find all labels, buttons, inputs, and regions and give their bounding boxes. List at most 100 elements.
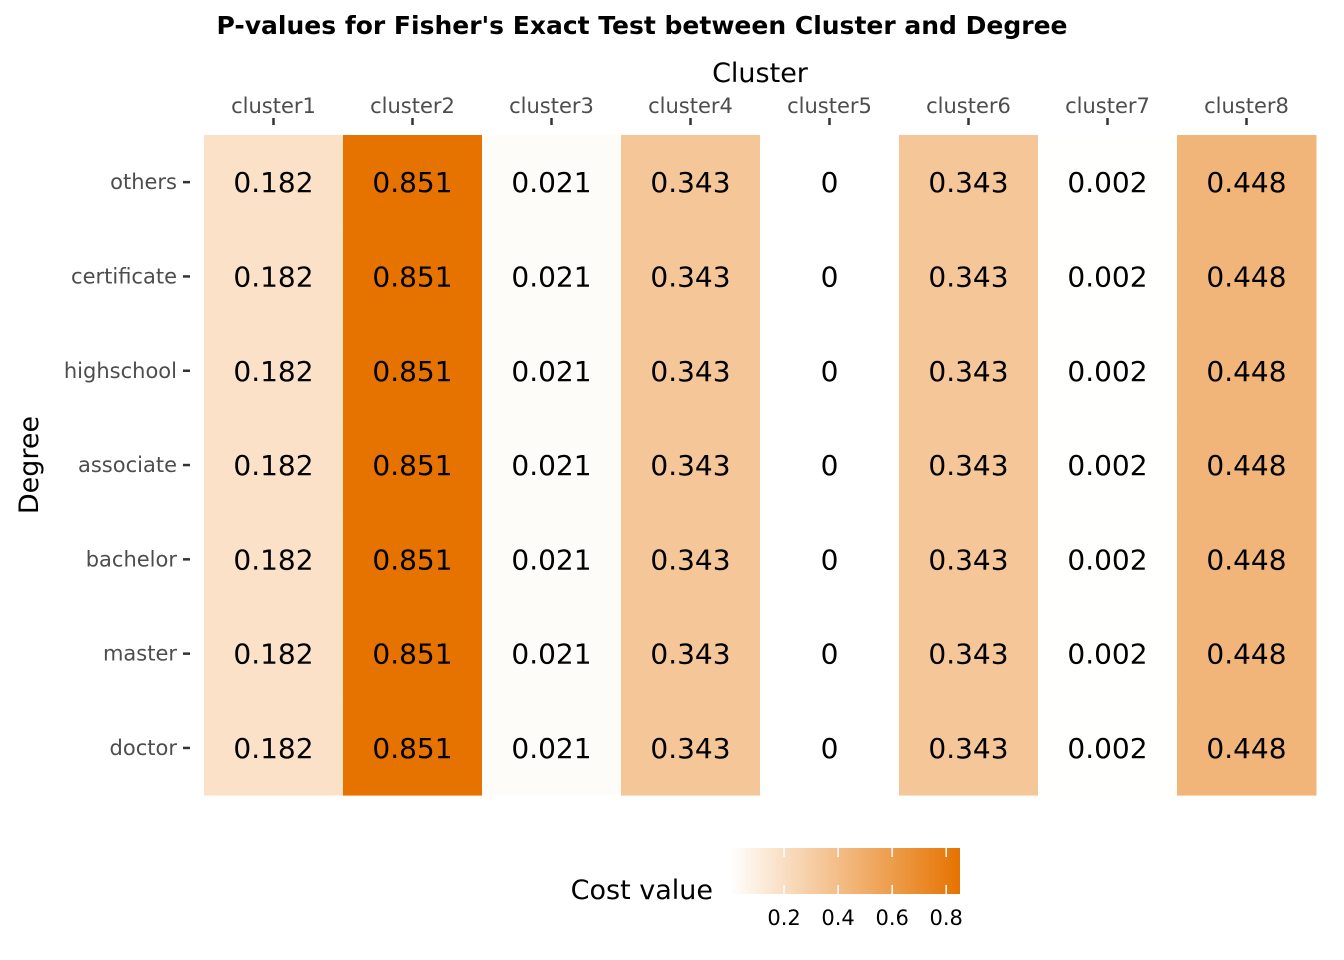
cell-value-label: 0.343 xyxy=(928,355,1008,388)
heatmap-cell xyxy=(343,512,483,607)
heatmap-cell xyxy=(899,512,1039,607)
cell-value-label: 0.448 xyxy=(1206,166,1286,199)
heatmap-cell xyxy=(482,606,622,702)
cell-value-label: 0.182 xyxy=(233,166,313,199)
y-tick-label: doctor xyxy=(110,736,178,760)
heatmap-cell xyxy=(1038,700,1178,796)
x-tick-label: cluster2 xyxy=(370,94,455,118)
cell-value-label: 0.448 xyxy=(1206,638,1286,671)
heatmap-cell xyxy=(343,135,483,230)
cell-value-label: 0.021 xyxy=(511,543,591,576)
cell-value-label: 0.343 xyxy=(650,543,730,576)
heatmap-cell xyxy=(621,606,761,702)
cell-value-label: 0.021 xyxy=(511,260,591,293)
cell-value-label: 0.182 xyxy=(233,355,313,388)
cell-value-label: 0.343 xyxy=(650,449,730,482)
cell-value-label: 0.343 xyxy=(650,260,730,293)
cell-value-label: 0.851 xyxy=(372,732,452,765)
cell-value-label: 0.448 xyxy=(1206,355,1286,388)
cell-value-label: 0.851 xyxy=(372,355,452,388)
cell-value-label: 0.448 xyxy=(1206,449,1286,482)
heatmap-cell xyxy=(204,512,344,607)
cell-value-label: 0.343 xyxy=(928,166,1008,199)
cell-value-label: 0.343 xyxy=(928,638,1008,671)
legend-tick-label: 0.2 xyxy=(767,906,800,930)
y-tick-label: highschool xyxy=(64,359,177,383)
x-tick-label: cluster8 xyxy=(1204,94,1289,118)
legend-tick-label: 0.6 xyxy=(875,906,908,930)
heatmap-cell xyxy=(482,229,622,325)
heatmap-cell xyxy=(204,229,344,325)
heatmap-cell xyxy=(343,323,483,419)
x-tick-label: cluster7 xyxy=(1065,94,1150,118)
cell-value-label: 0.448 xyxy=(1206,260,1286,293)
heatmap-cell xyxy=(899,135,1039,230)
cell-value-label: 0 xyxy=(821,449,839,482)
heatmap-cell xyxy=(1177,512,1317,607)
x-tick-label: cluster1 xyxy=(231,94,316,118)
cell-value-label: 0.021 xyxy=(511,355,591,388)
heatmap-cell xyxy=(621,135,761,230)
y-tick-label: certificate xyxy=(71,264,177,288)
cell-value-label: 0.343 xyxy=(650,732,730,765)
cell-value-label: 0.851 xyxy=(372,449,452,482)
cell-value-label: 0.002 xyxy=(1067,449,1147,482)
cell-value-label: 0.182 xyxy=(233,543,313,576)
cell-value-label: 0.343 xyxy=(650,355,730,388)
heatmap-cell xyxy=(1038,512,1178,607)
y-axis-ticks: others certificate highschool associate bach… xyxy=(64,170,190,760)
heatmap-cell xyxy=(760,512,900,607)
heatmap-cell xyxy=(899,700,1039,796)
x-tick-label: cluster3 xyxy=(509,94,594,118)
y-axis-title: Degree xyxy=(14,416,45,514)
heatmap-cell xyxy=(1038,229,1178,325)
cell-value-label: 0 xyxy=(821,638,839,671)
heatmap-cell xyxy=(621,323,761,419)
heatmap-cell xyxy=(1038,606,1178,702)
heatmap-cell xyxy=(204,417,344,513)
y-tick-label: associate xyxy=(78,453,177,477)
legend-colorbar xyxy=(730,848,960,894)
cell-value-label: 0.002 xyxy=(1067,166,1147,199)
x-axis-ticks: cluster1 cluster2 cluster3 cluster4 cluster5… xyxy=(231,94,1289,125)
heatmap-cell xyxy=(482,417,622,513)
cell-value-label: 0.343 xyxy=(650,166,730,199)
heatmap-cell xyxy=(343,700,483,796)
cell-value-label: 0.851 xyxy=(372,166,452,199)
heatmap-cell xyxy=(899,606,1039,702)
cell-value-label: 0.021 xyxy=(511,732,591,765)
cell-value-label: 0.002 xyxy=(1067,732,1147,765)
heatmap-cells: 0.182 0.851 0.021 0.343 0 0.343 0.002 0.448 0.18… xyxy=(204,135,1317,796)
cell-value-label: 0 xyxy=(821,732,839,765)
x-tick-label: cluster5 xyxy=(787,94,872,118)
legend-title: Cost value xyxy=(571,875,713,906)
cell-value-label: 0.343 xyxy=(928,543,1008,576)
heatmap-cell xyxy=(621,417,761,513)
heatmap-cell xyxy=(621,229,761,325)
cell-value-label: 0.182 xyxy=(233,638,313,671)
cell-value-label: 0.851 xyxy=(372,543,452,576)
heatmap-cell xyxy=(1177,606,1317,702)
chart-title: P-values for Fisher's Exact Test between… xyxy=(217,11,1068,40)
heatmap-cell xyxy=(1177,700,1317,796)
heatmap-cell xyxy=(1177,229,1317,325)
heatmap-cell xyxy=(760,135,900,230)
cell-value-label: 0.182 xyxy=(233,260,313,293)
heatmap-cell xyxy=(899,417,1039,513)
cell-value-label: 0.343 xyxy=(928,449,1008,482)
cell-value-label: 0.448 xyxy=(1206,732,1286,765)
x-tick-label: cluster4 xyxy=(648,94,733,118)
heatmap-cell xyxy=(760,700,900,796)
cell-value-label: 0 xyxy=(821,355,839,388)
heatmap-cell xyxy=(899,323,1039,419)
heatmap-cell xyxy=(1038,323,1178,419)
heatmap-cell xyxy=(760,417,900,513)
y-tick-label: master xyxy=(103,642,177,666)
cell-value-label: 0.002 xyxy=(1067,260,1147,293)
y-tick-label: others xyxy=(110,170,177,194)
heatmap-cell xyxy=(1177,323,1317,419)
heatmap-cell xyxy=(482,700,622,796)
cell-value-label: 0 xyxy=(821,260,839,293)
legend-tick-label: 0.4 xyxy=(821,906,854,930)
cell-value-label: 0.851 xyxy=(372,638,452,671)
